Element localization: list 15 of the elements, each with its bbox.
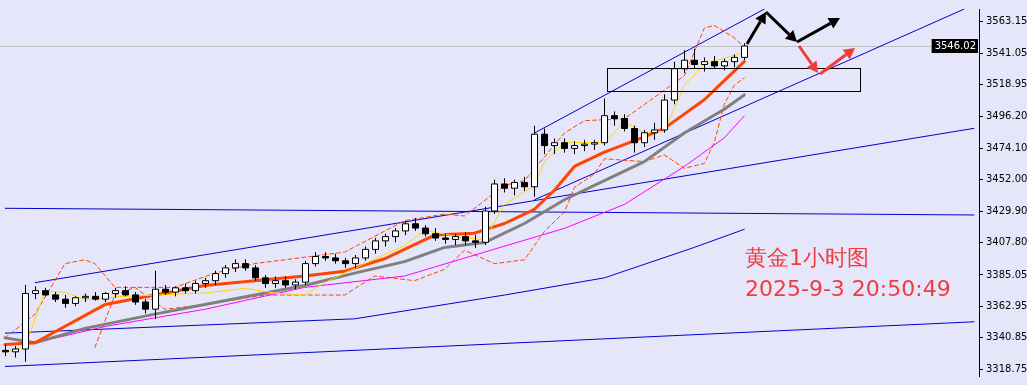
y-tick-label: 3541.05: [986, 46, 1027, 58]
y-tick-label: 3340.85: [986, 331, 1027, 343]
annotation: 2025-9-3 20:50:49: [745, 276, 951, 301]
y-tick-label: 3385.05: [986, 268, 1027, 280]
y-tick-label: 3496.20: [986, 110, 1027, 122]
y-tick-label: 3474.10: [986, 141, 1027, 153]
y-tick-label: 3452.00: [986, 173, 1027, 185]
y-tick-label: 3318.75: [986, 362, 1027, 374]
y-tick-label: 3563.15: [986, 15, 1027, 27]
y-tick-label: 3362.95: [986, 299, 1027, 311]
annotation: 黄金1小时图: [745, 245, 869, 270]
y-tick-label: 3429.90: [986, 204, 1027, 216]
y-tick-label: 3407.80: [986, 236, 1027, 248]
y-tick-label: 3518.95: [986, 78, 1027, 90]
ref-line-label: 3546.02: [934, 39, 976, 51]
